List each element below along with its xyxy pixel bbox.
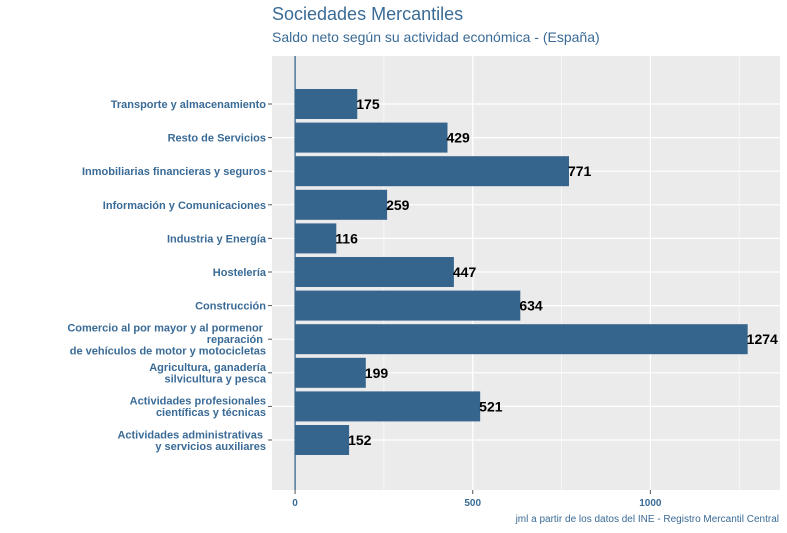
x-tick-label: 500 [464,498,481,509]
x-tick-label: 0 [292,498,298,509]
value-label: 634 [519,298,543,314]
value-label: 447 [453,264,477,280]
bar [295,223,337,254]
value-label: 259 [386,197,410,213]
value-label: 175 [356,96,380,112]
y-tick-label: Actividades administrativas y servicios … [117,429,266,453]
value-label: 429 [446,130,470,146]
bar [295,89,358,119]
bar [295,391,481,422]
value-label: 521 [479,398,503,414]
bar [295,290,521,321]
y-tick-label: Construcción [195,301,266,313]
y-tick-label: Información y Comunicaciones [103,200,266,212]
value-label: 152 [348,432,372,448]
bar [295,122,448,153]
y-tick-label: Industria y Energía [167,233,267,245]
chart-title: Sociedades Mercantiles [272,4,464,24]
y-tick-label: Agricultura, ganadería silvicultura y pes… [149,362,267,386]
chart-caption: jml a partir de los datos del INE - Regi… [515,514,779,525]
y-tick-label: Resto de Servicios [168,133,266,145]
bar [295,425,350,455]
y-tick-label: Actividades profesionales científicas y t… [130,396,266,420]
value-label: 771 [568,163,592,179]
chart-subtitle: Saldo neto según su actividad económica … [272,29,600,45]
bar [295,324,748,355]
bar [295,357,366,388]
bar [295,257,454,287]
y-tick-label: Transporte y almacenamiento [111,99,267,111]
value-label: 199 [365,365,389,381]
value-label: 1274 [747,331,778,347]
value-label: 116 [335,230,358,246]
bar [295,156,569,187]
y-tick-label: Hostelería [213,267,267,279]
y-tick-label: Inmobiliarias financieras y seguros [82,166,266,178]
bar [295,189,388,220]
y-tick-label: Comercio al por mayor y al pormenor repa… [67,323,266,358]
x-tick-label: 1000 [639,498,662,509]
